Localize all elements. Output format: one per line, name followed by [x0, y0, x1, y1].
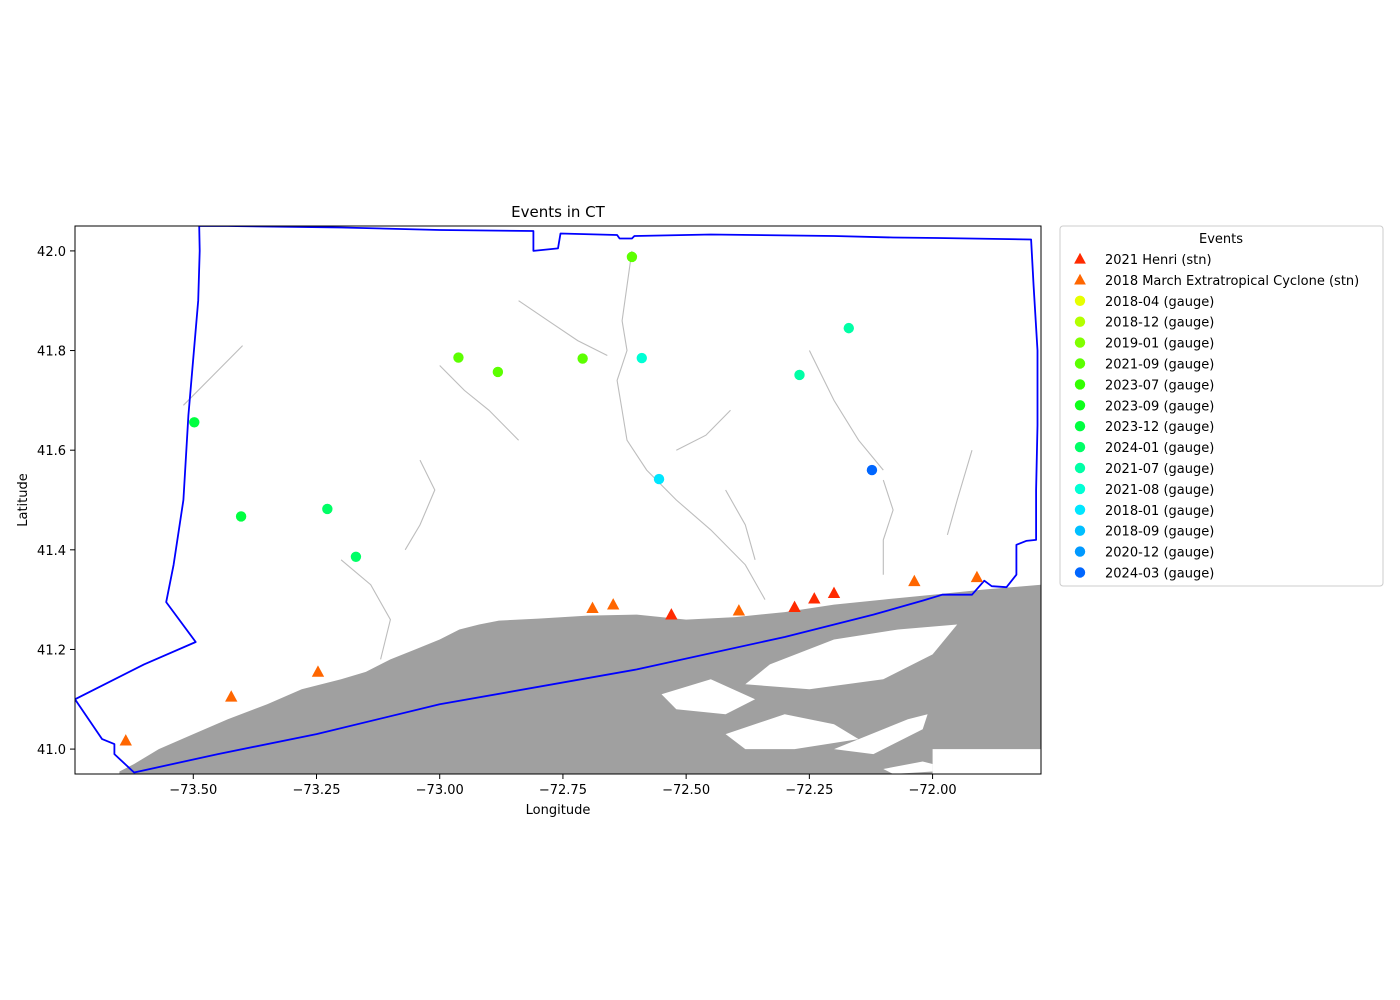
- gauge-marker: [189, 417, 199, 427]
- legend-circle-icon: [1075, 505, 1085, 515]
- legend-circle-icon: [1075, 337, 1085, 347]
- y-tick-label: 41.8: [37, 345, 66, 360]
- legend-circle-icon: [1075, 442, 1085, 452]
- gauge-marker: [453, 352, 463, 362]
- legend-circle-icon: [1075, 317, 1085, 327]
- legend-label: 2019-01 (gauge): [1105, 337, 1214, 352]
- gauge-marker: [351, 552, 361, 562]
- legend-label: 2018-09 (gauge): [1105, 525, 1214, 540]
- x-tick-label: −72.25: [785, 783, 833, 798]
- x-axis-label: Longitude: [526, 803, 591, 818]
- legend-label: 2023-07 (gauge): [1105, 378, 1214, 393]
- legend-label: 2021 Henri (stn): [1105, 253, 1212, 268]
- gauge-marker: [794, 370, 804, 380]
- legend-label: 2023-09 (gauge): [1105, 399, 1214, 414]
- legend-label: 2021-07 (gauge): [1105, 462, 1214, 477]
- legend-label: 2023-12 (gauge): [1105, 420, 1214, 435]
- gauge-marker: [637, 353, 647, 363]
- y-tick-label: 41.6: [37, 444, 66, 459]
- legend-circle-icon: [1075, 567, 1085, 577]
- map-title: Events in CT: [511, 203, 605, 221]
- legend-label: 2018-01 (gauge): [1105, 504, 1214, 519]
- x-tick-label: −72.75: [539, 783, 587, 798]
- x-tick-label: −73.50: [169, 783, 217, 798]
- legend-circle-icon: [1075, 400, 1085, 410]
- gauge-marker: [844, 323, 854, 333]
- x-tick-label: −73.25: [292, 783, 340, 798]
- legend-label: 2024-01 (gauge): [1105, 441, 1214, 456]
- gauge-marker: [236, 511, 246, 521]
- x-tick-label: −72.00: [909, 783, 957, 798]
- gauge-marker: [322, 504, 332, 514]
- plot-area: −73.50 −73.25 −73.00 −72.75 −72.50 −72.25 −72.…: [37, 226, 1041, 798]
- legend-label: 2020-12 (gauge): [1105, 546, 1214, 561]
- y-tick-label: 41.2: [37, 643, 66, 658]
- legend-circle-icon: [1075, 421, 1085, 431]
- x-axis: −73.50 −73.25 −73.00 −72.75 −72.50 −72.25 −72.…: [169, 774, 956, 798]
- y-tick-label: 42.0: [37, 245, 66, 260]
- legend-circle-icon: [1075, 526, 1085, 536]
- legend-title: Events: [1199, 232, 1243, 247]
- gauge-marker: [493, 367, 503, 377]
- y-tick-label: 41.0: [37, 743, 66, 758]
- legend-label: 2024-03 (gauge): [1105, 567, 1214, 582]
- legend-circle-icon: [1075, 358, 1085, 368]
- legend-circle-icon: [1075, 379, 1085, 389]
- y-tick-label: 41.4: [37, 544, 66, 559]
- gauge-marker: [577, 353, 587, 363]
- legend-circle-icon: [1075, 296, 1085, 306]
- legend-label: 2018-12 (gauge): [1105, 316, 1214, 331]
- legend-circle-icon: [1075, 484, 1085, 494]
- legend-entry: 2018 March Extratropical Cyclone (stn): [1074, 274, 1359, 289]
- y-axis: 41.0 41.2 41.4 41.6 41.8 42.0: [37, 245, 75, 758]
- legend-circle-icon: [1075, 463, 1085, 473]
- x-tick-label: −72.50: [662, 783, 710, 798]
- legend-circle-icon: [1075, 546, 1085, 556]
- legend-label: 2018 March Extratropical Cyclone (stn): [1105, 274, 1359, 289]
- legend: Events 2021 Henri (stn) 2018 March Extrat…: [1060, 226, 1383, 586]
- gauge-marker: [627, 252, 637, 262]
- gauge-marker: [654, 474, 664, 484]
- legend-label: 2021-08 (gauge): [1105, 483, 1214, 498]
- x-tick-label: −73.00: [416, 783, 464, 798]
- gauge-marker: [867, 465, 877, 475]
- legend-label: 2018-04 (gauge): [1105, 295, 1214, 310]
- legend-label: 2021-09 (gauge): [1105, 358, 1214, 373]
- y-axis-label: Latitude: [16, 473, 31, 527]
